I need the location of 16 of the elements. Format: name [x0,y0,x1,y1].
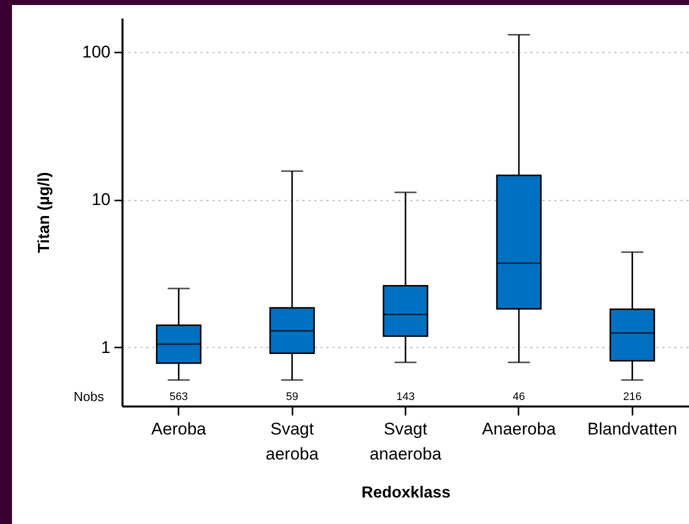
annotation: 46 [512,391,526,403]
y-axis-title: Titan (µg/l) [36,172,54,253]
y-tick-label: 1 [101,338,110,357]
x-tick-label: Svagt anaeroba [370,420,442,464]
text: Nobs [74,389,104,404]
y-tick-label: 100 [82,42,110,62]
annotation: 143 [396,391,415,403]
y-tick-label: 10 [92,190,110,210]
x-tick-label: Svagt aeroba [266,420,320,464]
x-tick-label: Anaeroba [482,420,556,438]
annotation: 563 [170,391,188,403]
annotation: 59 [286,391,298,403]
x-tick-label: Aeroba [151,420,207,438]
x-axis-title: Redoxklass [362,484,451,502]
annotation: 216 [623,391,642,403]
x-tick-label: Blandvatten [587,420,678,438]
